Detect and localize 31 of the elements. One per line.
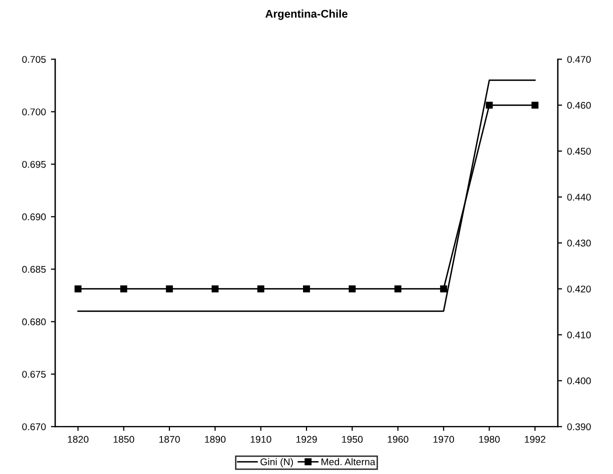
x-tick-label: 1960 (388, 436, 408, 443)
y-tick-label: 0.695 (22, 160, 46, 168)
legend-label: Med. Alterna (322, 458, 376, 466)
x-tick-label: 1992 (524, 436, 546, 443)
x-tick-label: 1950 (342, 436, 363, 443)
y-tick-label: 0.700 (22, 108, 46, 116)
x-tick-label: 1850 (114, 436, 134, 443)
y2-tick-label: 0.450 (567, 148, 591, 155)
x-tick-label: 1910 (250, 436, 272, 443)
y-tick-label: 0.675 (22, 370, 46, 378)
y2-tick-label: 0.400 (567, 377, 591, 384)
y-tick-label: 0.680 (22, 318, 46, 326)
y-tick-label: 0.690 (22, 213, 46, 220)
y2-tick-label: 0.390 (567, 423, 591, 430)
y2-tick-label: 0.470 (567, 56, 591, 63)
y2-tick-label: 0.440 (567, 194, 591, 201)
y2-tick-label: 0.420 (567, 286, 591, 292)
x-tick-label: 1870 (159, 436, 180, 443)
y2-tick-label: 0.430 (567, 240, 591, 247)
y2-tick-label: 0.460 (567, 102, 591, 109)
x-tick-label: 1890 (205, 436, 226, 443)
y-tick-label: 0.685 (22, 266, 46, 273)
y2-tick-label: 0.410 (567, 331, 591, 338)
x-tick-label: 1970 (434, 436, 454, 443)
x-tick-label: 1820 (68, 436, 88, 443)
chart-title: Argentina-Chile (265, 10, 348, 20)
y-tick-label: 0.670 (22, 423, 46, 430)
x-tick-label: 1929 (296, 436, 317, 443)
y-tick-label: 0.705 (22, 56, 46, 63)
x-tick-label: 1980 (479, 436, 500, 443)
legend-label: Gini (N) (260, 458, 293, 468)
